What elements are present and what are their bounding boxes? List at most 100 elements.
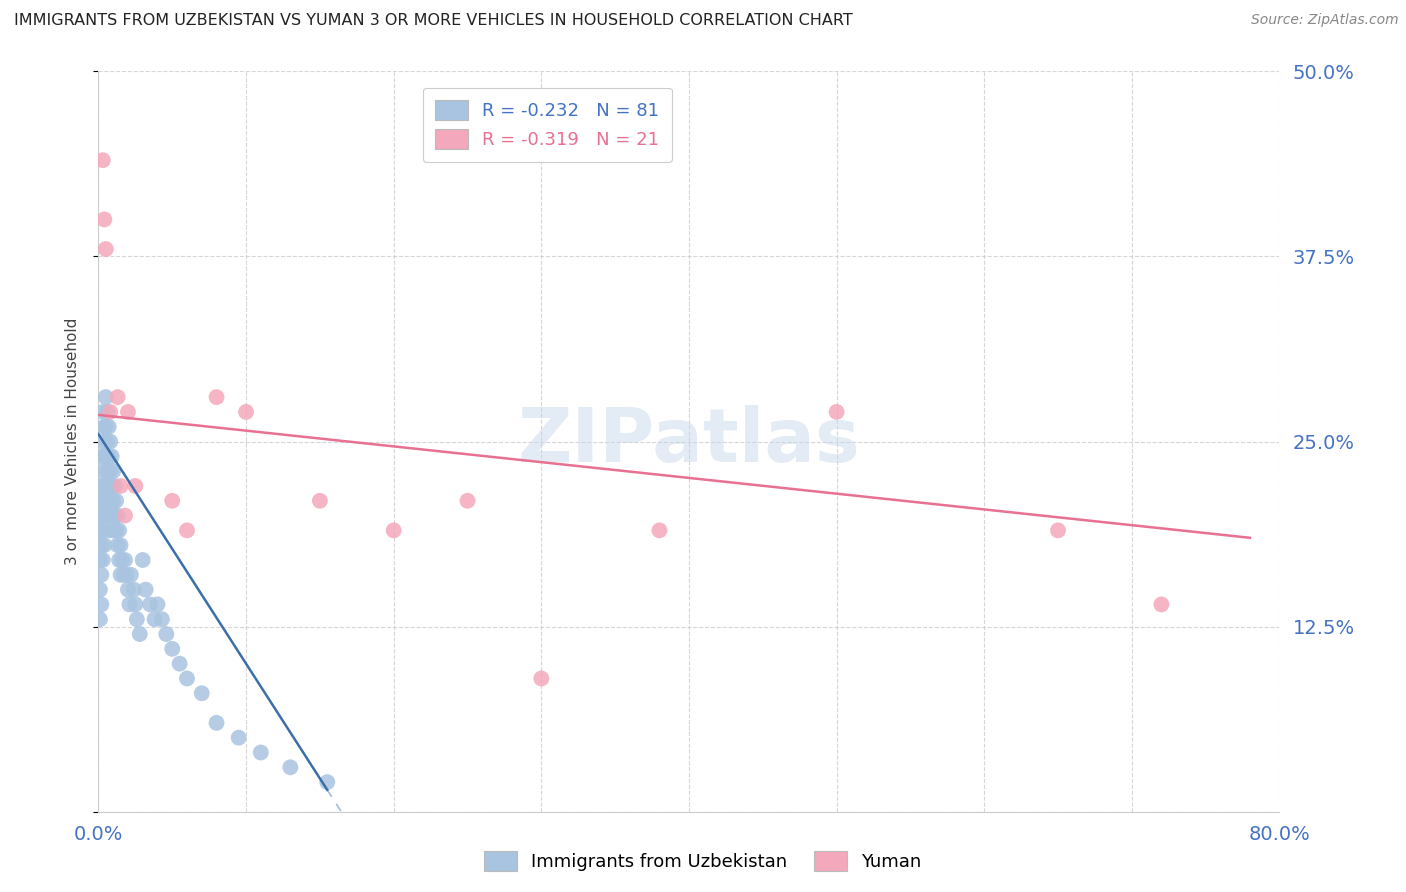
Point — [176, 524, 198, 538]
Point — [94, 242, 117, 256]
Point — [91, 553, 114, 567]
Point — [94, 479, 117, 493]
Point — [93, 450, 115, 464]
Point — [110, 479, 132, 493]
Point — [457, 493, 479, 508]
Text: ZIPatlas: ZIPatlas — [517, 405, 860, 478]
Point — [93, 212, 115, 227]
Point — [115, 567, 138, 582]
Point — [114, 508, 136, 523]
Point — [155, 627, 177, 641]
Point — [89, 524, 111, 538]
Point — [114, 553, 136, 567]
Point — [104, 508, 127, 523]
Point — [162, 493, 183, 508]
Point — [1150, 598, 1173, 612]
Point — [111, 553, 134, 567]
Point — [98, 464, 121, 478]
Point — [108, 524, 131, 538]
Point — [96, 434, 118, 449]
Point — [316, 775, 339, 789]
Point — [89, 582, 111, 597]
Point — [96, 464, 118, 478]
Point — [89, 553, 111, 567]
Point — [97, 450, 120, 464]
Point — [93, 479, 115, 493]
Point — [103, 493, 125, 508]
Point — [118, 598, 141, 612]
Point — [91, 405, 114, 419]
Point — [105, 493, 128, 508]
Point — [97, 479, 120, 493]
Point — [97, 419, 120, 434]
Point — [104, 479, 127, 493]
Point — [169, 657, 191, 671]
Point — [100, 479, 122, 493]
Point — [280, 760, 302, 774]
Legend: Immigrants from Uzbekistan, Yuman: Immigrants from Uzbekistan, Yuman — [477, 844, 929, 879]
Point — [93, 538, 115, 552]
Text: IMMIGRANTS FROM UZBEKISTAN VS YUMAN 3 OR MORE VEHICLES IN HOUSEHOLD CORRELATION : IMMIGRANTS FROM UZBEKISTAN VS YUMAN 3 OR… — [14, 13, 853, 29]
Point — [90, 450, 112, 464]
Point — [98, 493, 121, 508]
Point — [1046, 524, 1070, 538]
Point — [96, 493, 118, 508]
Point — [205, 715, 228, 730]
Point — [94, 450, 117, 464]
Point — [98, 405, 121, 419]
Point — [122, 582, 145, 597]
Point — [94, 419, 117, 434]
Point — [117, 582, 139, 597]
Point — [124, 479, 146, 493]
Point — [128, 627, 150, 641]
Point — [117, 405, 139, 419]
Point — [139, 598, 162, 612]
Point — [235, 405, 257, 419]
Point — [309, 493, 332, 508]
Point — [96, 405, 118, 419]
Point — [90, 567, 112, 582]
Point — [124, 598, 146, 612]
Point — [91, 493, 114, 508]
Point — [648, 524, 671, 538]
Point — [146, 598, 169, 612]
Point — [107, 508, 129, 523]
Point — [132, 553, 155, 567]
Point — [110, 567, 132, 582]
Point — [150, 612, 173, 626]
Point — [107, 538, 129, 552]
Point — [112, 567, 135, 582]
Point — [135, 582, 157, 597]
Point — [93, 419, 115, 434]
Point — [228, 731, 250, 745]
Point — [530, 672, 553, 686]
Point — [108, 553, 131, 567]
Point — [120, 567, 142, 582]
Point — [143, 612, 166, 626]
Point — [91, 464, 114, 478]
Legend: R = -0.232   N = 81, R = -0.319   N = 21: R = -0.232 N = 81, R = -0.319 N = 21 — [423, 87, 672, 161]
Point — [90, 508, 112, 523]
Point — [97, 524, 120, 538]
Point — [94, 508, 117, 523]
Point — [93, 508, 115, 523]
Text: Source: ZipAtlas.com: Source: ZipAtlas.com — [1251, 13, 1399, 28]
Point — [91, 153, 114, 168]
Point — [100, 508, 122, 523]
Point — [91, 434, 114, 449]
Point — [191, 686, 214, 700]
Point — [100, 450, 122, 464]
Point — [176, 672, 198, 686]
Point — [110, 538, 132, 552]
Point — [105, 524, 128, 538]
Point — [250, 746, 273, 760]
Point — [162, 641, 183, 656]
Point — [125, 612, 148, 626]
Point — [103, 464, 125, 478]
Point — [103, 524, 125, 538]
Point — [89, 612, 111, 626]
Point — [382, 524, 405, 538]
Y-axis label: 3 or more Vehicles in Household: 3 or more Vehicles in Household — [65, 318, 80, 566]
Point — [90, 479, 112, 493]
Point — [91, 524, 114, 538]
